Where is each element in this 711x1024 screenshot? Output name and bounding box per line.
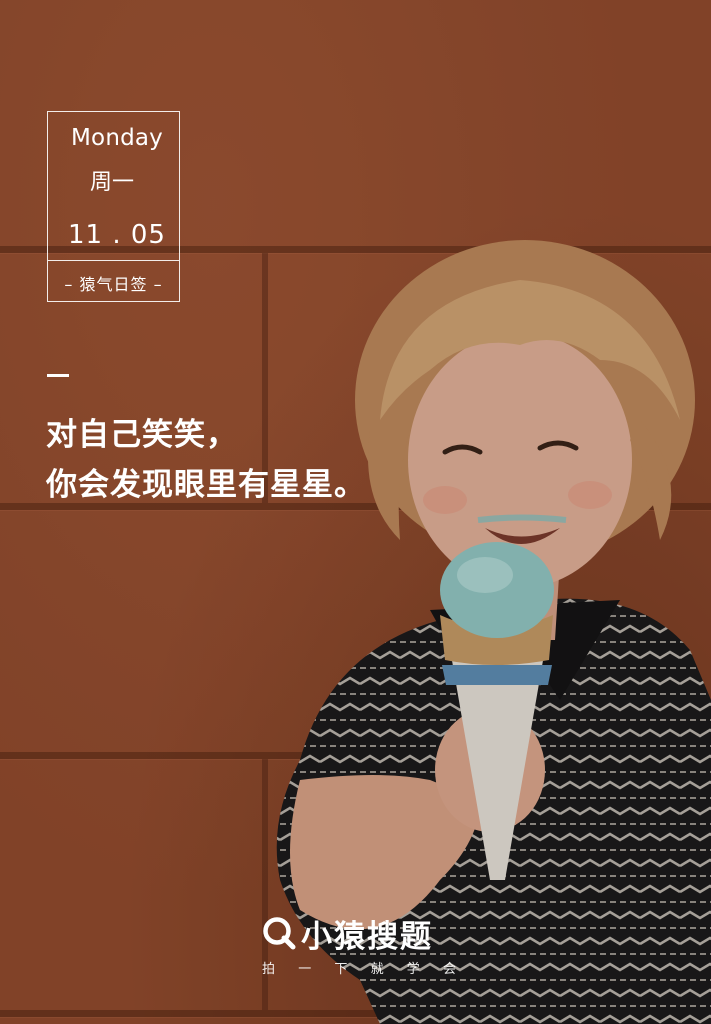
slogan-char: 一 [298,962,312,977]
slogan-char: 就 [370,962,384,977]
date-card: Monday 周一 11 . 05 – 猿气日签 – [47,111,180,302]
quote-line-2: 你会发现眼里有星星。 [46,467,366,503]
mortar-line [0,246,711,253]
slogan-char: 会 [442,962,456,977]
weekday-english: Monday [71,125,163,151]
mortar-line [0,503,711,510]
brand-slogan: 拍 一 下 就 学 会 [262,958,456,977]
mortar-line [0,1010,711,1017]
slogan-char: 拍 [262,962,276,977]
brand-logo: 小猿搜题 [261,913,433,955]
mortar-joint [262,253,268,503]
daily-quote: 对自己笑笑， 你会发现眼里有星星。 [46,410,366,510]
daily-sign-tag: – 猿气日签 – [64,275,163,294]
date-text: 11 . 05 [68,220,166,250]
card-divider [48,260,179,261]
quote-line-1: 对自己笑笑， [46,417,238,453]
quote-dash [47,374,69,377]
slogan-char: 学 [406,962,420,977]
search-q-icon [263,917,296,950]
slogan-char: 下 [334,962,348,977]
mortar-joint [262,759,268,1010]
weekday-chinese: 周一 [90,170,135,195]
brand-name: 小猿搜题 [301,918,433,955]
